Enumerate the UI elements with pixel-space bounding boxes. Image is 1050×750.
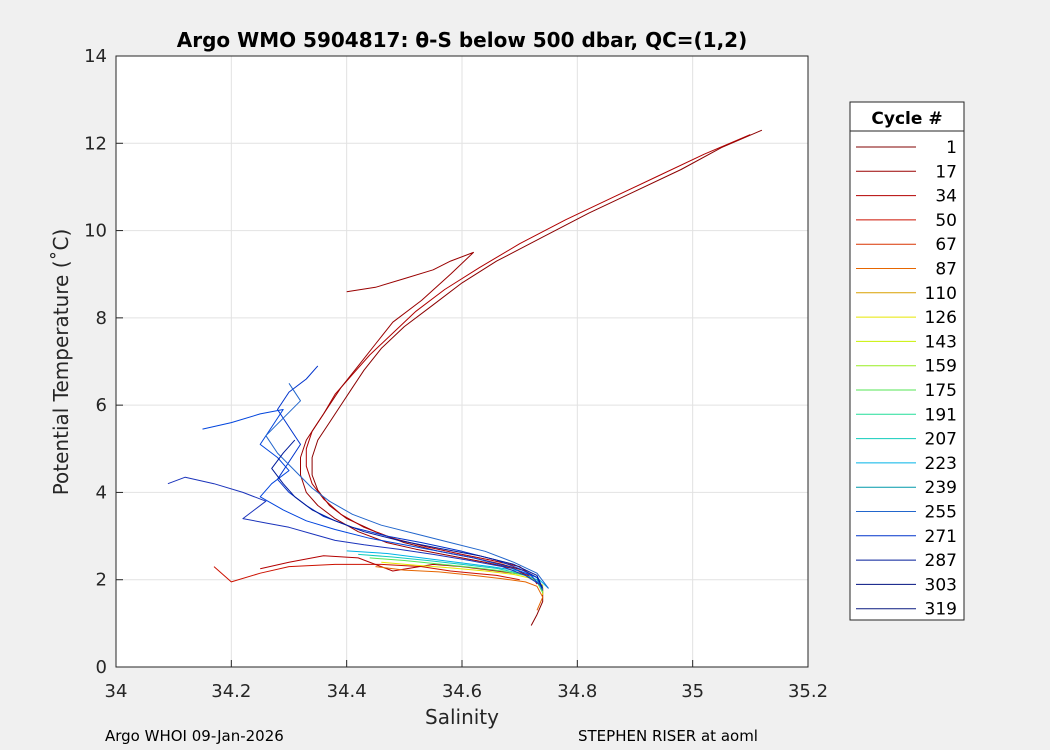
legend-label-87: 87 bbox=[935, 260, 957, 280]
y-tick-label: 12 bbox=[84, 133, 107, 154]
series-line-cold-branch-blue-3 bbox=[167, 476, 543, 587]
y-tick-label: 10 bbox=[84, 221, 107, 242]
x-tick-label: 34.6 bbox=[442, 681, 482, 702]
y-axis-label: Potential Temperature (˚C) bbox=[49, 229, 73, 496]
legend-label-191: 191 bbox=[925, 405, 957, 425]
legend-label-271: 271 bbox=[925, 527, 957, 547]
legend-label-319: 319 bbox=[925, 600, 957, 620]
y-tick-label: 6 bbox=[96, 395, 107, 416]
legend-label-17: 17 bbox=[935, 162, 957, 182]
legend-label-223: 223 bbox=[925, 454, 957, 474]
y-tick-label: 8 bbox=[96, 308, 107, 329]
y-tick-label: 14 bbox=[84, 46, 107, 67]
x-tick-label: 35 bbox=[681, 681, 704, 702]
legend-label-159: 159 bbox=[925, 357, 957, 377]
series-line-deep-excursion-2 bbox=[260, 555, 532, 576]
axis-ticks: 34 34.2 34.4 34.6 34.8 35 35.2 0 2 4 6 8 10 12 14 bbox=[84, 46, 828, 702]
chart-title: Argo WMO 5904817: θ-S below 500 dbar, QC… bbox=[177, 28, 747, 52]
footer-left: Argo WHOI 09-Jan-2026 bbox=[105, 727, 284, 745]
legend-label-50: 50 bbox=[935, 211, 957, 231]
series-layer bbox=[167, 129, 763, 626]
series-line-mid-cycles-orange bbox=[375, 566, 544, 611]
y-tick-label: 0 bbox=[96, 657, 107, 678]
legend-box bbox=[849, 101, 965, 621]
legend-label-110: 110 bbox=[925, 284, 957, 304]
legend-label-239: 239 bbox=[925, 478, 957, 498]
x-tick-label: 34.8 bbox=[557, 681, 597, 702]
y-tick-label: 2 bbox=[96, 570, 107, 591]
series-line-cold-branch-navy bbox=[271, 439, 544, 589]
x-tick-label: 34.4 bbox=[327, 681, 367, 702]
legend-title: Cycle # bbox=[871, 109, 942, 129]
legend-label-67: 67 bbox=[935, 235, 957, 255]
legend-label-175: 175 bbox=[925, 381, 957, 401]
x-tick-label: 34 bbox=[105, 681, 128, 702]
x-axis-label: Salinity bbox=[425, 705, 499, 729]
legend-label-255: 255 bbox=[925, 503, 957, 523]
x-tick-label: 34.2 bbox=[211, 681, 251, 702]
series-line-cold-branch-blue-2 bbox=[202, 409, 544, 589]
series-line-deep-excursion bbox=[213, 563, 520, 583]
series-line-warm-branch-3 bbox=[300, 251, 532, 578]
footer-right: STEPHEN RISER at aoml bbox=[578, 727, 758, 745]
legend: Cycle # 1 17 34 50 67 87 110 126 143 159 175 191 207… bbox=[849, 101, 965, 621]
x-tick-label: 35.2 bbox=[788, 681, 828, 702]
legend-label-287: 287 bbox=[925, 551, 957, 571]
legend-label-303: 303 bbox=[925, 575, 957, 595]
legend-label-1: 1 bbox=[946, 138, 957, 158]
legend-label-126: 126 bbox=[925, 308, 957, 328]
series-line-cold-branch-blue-4 bbox=[265, 383, 549, 589]
y-tick-label: 4 bbox=[96, 482, 107, 503]
series-line-mid-cycles-green bbox=[369, 557, 544, 594]
legend-label-207: 207 bbox=[925, 430, 957, 450]
legend-entries: 1 17 34 50 67 87 110 126 143 159 175 191 207 223 239 25… bbox=[856, 138, 957, 620]
legend-label-34: 34 bbox=[935, 187, 957, 207]
legend-label-143: 143 bbox=[925, 332, 957, 352]
